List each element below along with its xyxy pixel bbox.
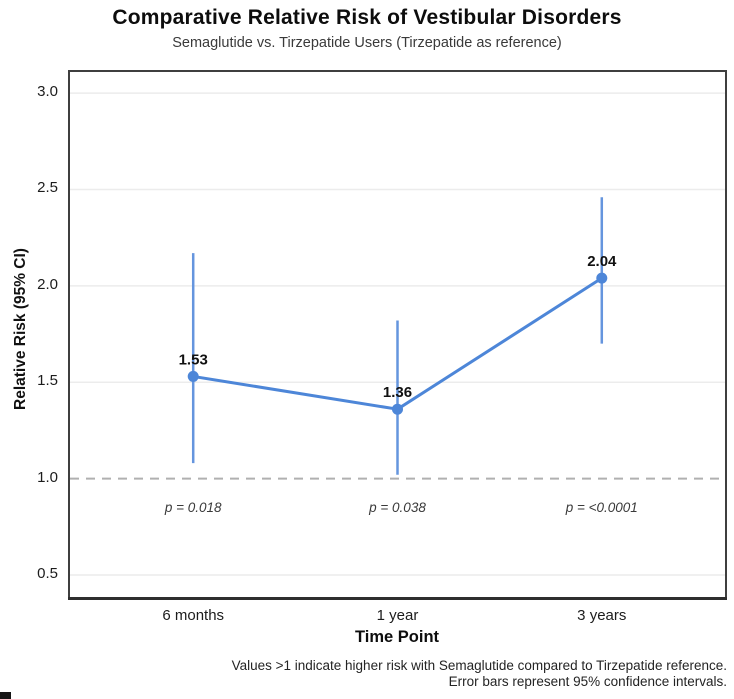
data-point <box>187 370 199 382</box>
y-tick-label: 1.5 <box>37 372 58 390</box>
x-tick-label: 3 years <box>577 607 627 624</box>
corner-artifact <box>0 692 11 699</box>
y-tick-label: 0.5 <box>37 564 58 582</box>
y-tick-label: 3.0 <box>37 83 58 101</box>
chart-title: Comparative Relative Risk of Vestibular … <box>112 6 622 29</box>
plot-area: 1.53 1.36 2.04 p = 0.018 p = 0.038 p = <0.000… <box>68 70 727 600</box>
data-point <box>596 272 608 284</box>
y-tick-label: 2.0 <box>37 275 58 293</box>
y-tick-label: 2.5 <box>37 179 58 197</box>
data-point <box>392 403 403 415</box>
p-value-label: p = <0.0001 <box>565 500 638 515</box>
x-tick-label: 6 months <box>162 607 225 624</box>
footnote-line: Error bars represent 95% confidence inte… <box>448 674 727 690</box>
x-axis-title: Time Point <box>354 628 440 646</box>
footnote-line: Values >1 indicate higher risk with Sema… <box>231 658 727 673</box>
y-tick-label: 1.0 <box>37 468 58 486</box>
value-label: 2.04 <box>587 253 617 270</box>
value-label: 1.36 <box>383 384 412 401</box>
x-tick-label: 1 year <box>376 607 419 624</box>
chart-subtitle: Semaglutide vs. Tirzepatide Users (Tirze… <box>172 35 562 51</box>
value-label: 1.53 <box>179 351 208 368</box>
p-value-label: p = 0.038 <box>368 500 426 515</box>
footnotes: Values >1 indicate higher risk with Sema… <box>232 658 727 691</box>
p-value-label: p = 0.018 <box>164 500 222 515</box>
